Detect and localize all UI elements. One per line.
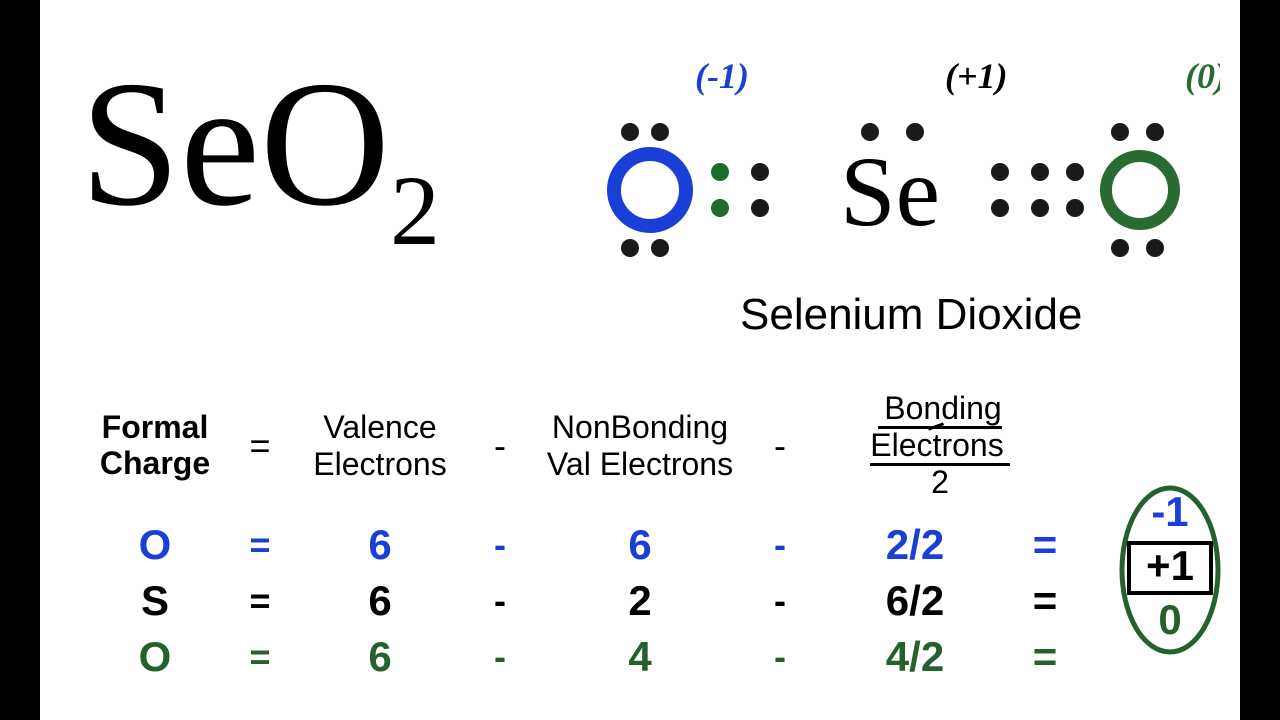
minus-sign: - (470, 636, 530, 678)
equals-sign: = (230, 524, 290, 566)
nonbonding-label: NonBondingVal Electrons (530, 409, 750, 483)
equals-sign: = (1020, 521, 1070, 569)
formula-base: SeO (80, 44, 390, 243)
minus-sign: - (470, 425, 530, 467)
row-nonbonding: 4 (530, 633, 750, 681)
row-bonding: 2/2 (810, 521, 1020, 569)
row-valence: 6 (290, 521, 470, 569)
row-nonbonding: 6 (530, 521, 750, 569)
valence-electrons-label: ValenceElectrons (290, 409, 470, 483)
equals-sign: = (1020, 577, 1070, 625)
svg-text:(0): (0) (1185, 60, 1220, 96)
calculation-row: O=6-4-4/2= (80, 633, 1200, 681)
equals-sign: = (1020, 633, 1070, 681)
compound-name: Selenium Dioxide (740, 290, 1082, 340)
row-atom: O (80, 633, 230, 681)
results-column: -1+10 (1115, 485, 1225, 647)
svg-text:Se: Se (840, 136, 940, 247)
calculation-rows: O=6-6-2/2=S=6-2-6/2=O=6-4-4/2= (80, 521, 1200, 681)
formal-charge-equation: FormalCharge = ValenceElectrons - NonBon… (80, 390, 1200, 681)
formal-charge-label: FormalCharge (80, 410, 230, 480)
row-atom: O (80, 521, 230, 569)
equation-header: FormalCharge = ValenceElectrons - NonBon… (80, 390, 1200, 501)
equals-sign: = (230, 425, 290, 467)
lewis-structure: (-1) Se (+1) (0) (600, 60, 1220, 280)
calculation-row: O=6-6-2/2= (80, 521, 1200, 569)
minus-sign: - (470, 524, 530, 566)
row-atom: S (80, 577, 230, 625)
svg-text:(-1): (-1) (695, 60, 749, 96)
minus-sign: - (750, 580, 810, 622)
bonding-electrons-label: Bonding Electrons 2 (810, 390, 1070, 501)
bonding-electrons-numerator: Bonding Electrons (870, 390, 1009, 466)
lewis-svg: (-1) Se (+1) (0) (600, 60, 1220, 280)
formal-charge-result: +1 (1115, 539, 1225, 593)
calculation-row: S=6-2-6/2= (80, 577, 1200, 625)
minus-sign: - (470, 580, 530, 622)
formula-subscript: 2 (390, 155, 440, 266)
equals-sign: = (230, 580, 290, 622)
formal-charge-result: 0 (1115, 593, 1225, 647)
svg-text:(+1): (+1) (945, 60, 1008, 96)
whiteboard: SeO2 (-1)Se(+1)(0) Selenium Dioxide Form… (40, 0, 1240, 720)
minus-sign: - (750, 636, 810, 678)
molecular-formula: SeO2 (80, 40, 440, 247)
row-nonbonding: 2 (530, 577, 750, 625)
bonding-electrons-denominator: 2 (931, 462, 949, 500)
row-valence: 6 (290, 633, 470, 681)
row-valence: 6 (290, 577, 470, 625)
formal-charge-result: -1 (1115, 485, 1225, 539)
row-bonding: 6/2 (810, 577, 1020, 625)
row-bonding: 4/2 (810, 633, 1020, 681)
equals-sign: = (230, 636, 290, 678)
minus-sign: - (750, 524, 810, 566)
minus-sign-2: - (750, 425, 810, 467)
